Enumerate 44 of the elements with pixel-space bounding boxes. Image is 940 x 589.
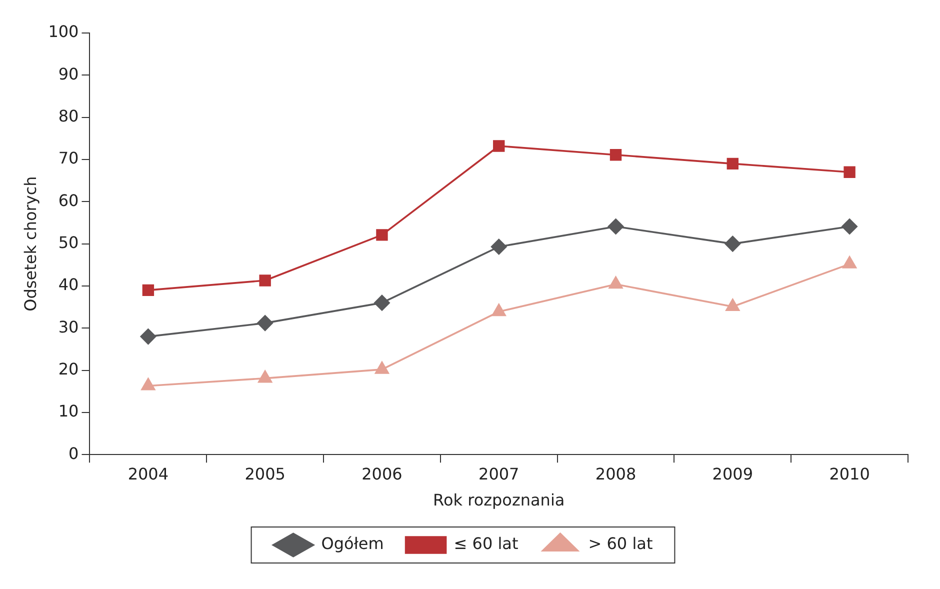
y-tick-label: 50 — [58, 232, 79, 252]
y-tick-label: 90 — [58, 64, 79, 84]
point — [608, 276, 623, 289]
y-tick-label: 100 — [48, 22, 79, 42]
point — [376, 229, 388, 241]
y-tick-label: 80 — [58, 106, 79, 126]
legend-label: Ogółem — [321, 534, 384, 554]
point — [258, 370, 272, 383]
point — [610, 148, 622, 161]
point — [375, 362, 389, 374]
point — [259, 274, 271, 286]
y-tick-label: 70 — [58, 148, 79, 168]
point — [257, 315, 273, 331]
y-tick-label: 40 — [58, 275, 79, 294]
point — [726, 158, 739, 170]
point — [140, 328, 156, 344]
x-tick-label: 2009 — [712, 464, 754, 484]
point — [141, 378, 156, 390]
x-tick-label: 2007 — [478, 464, 520, 484]
legend-label: ≤ 60 lat — [454, 534, 518, 554]
point — [842, 218, 858, 234]
point — [374, 294, 390, 311]
legend-label: > 60 lat — [588, 534, 653, 554]
point — [724, 236, 741, 252]
x-tick-label: 2004 — [128, 464, 169, 484]
x-tick-label: 2006 — [362, 464, 402, 484]
point — [142, 284, 154, 296]
y-tick-label: 20 — [58, 359, 79, 378]
point — [492, 304, 506, 316]
x-tick-label: 2005 — [244, 464, 286, 484]
y-tick-label: 10 — [58, 402, 79, 421]
x-tick-label: 2008 — [595, 464, 636, 484]
x-tick-label: 2010 — [829, 464, 870, 484]
point — [608, 218, 624, 234]
point — [842, 256, 857, 268]
y-tick-label: 60 — [58, 190, 79, 210]
y-tick-label: 30 — [58, 317, 79, 336]
point — [726, 298, 740, 312]
point — [490, 238, 507, 255]
point — [493, 140, 505, 152]
x-axis-title: Rok rozpoznania — [433, 490, 565, 510]
y-tick-label: 0 — [68, 444, 79, 463]
y-axis-title: Odsetek chorych — [20, 176, 40, 312]
point — [844, 166, 856, 178]
